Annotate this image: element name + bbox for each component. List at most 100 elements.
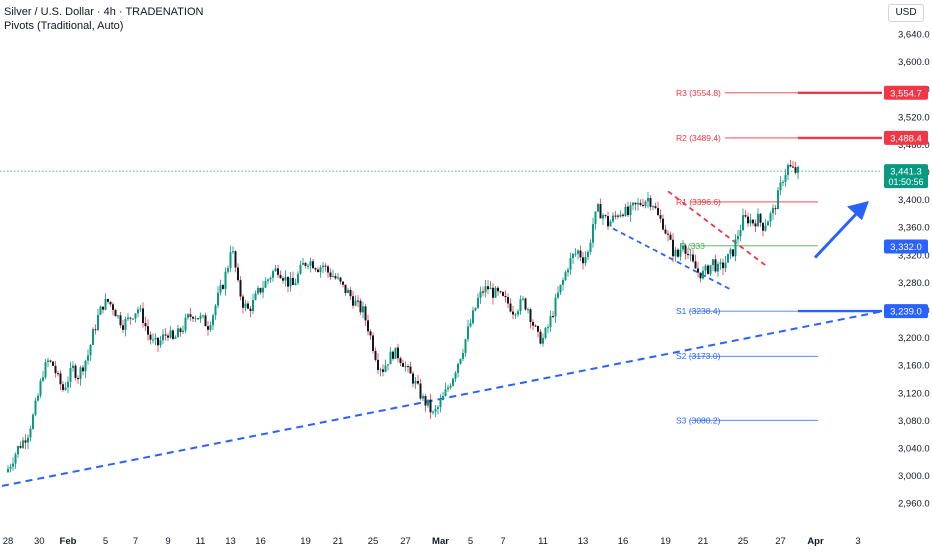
- candle-body: [72, 365, 74, 369]
- candle-body: [757, 213, 759, 227]
- candle-body: [249, 308, 252, 312]
- candle-body: [12, 463, 14, 467]
- price-badge-value: 3,332.0: [890, 242, 922, 253]
- candle-body: [292, 277, 294, 285]
- candle-body: [9, 466, 12, 469]
- candle-body: [237, 267, 239, 281]
- candle-body: [177, 328, 179, 338]
- x-tick-label: 13: [225, 536, 236, 547]
- candle-body: [769, 213, 772, 222]
- candle-body: [47, 360, 49, 363]
- candle-body: [194, 318, 197, 320]
- price-badge-text-s1: 3,239.0: [890, 307, 922, 318]
- candle-body: [152, 339, 154, 341]
- price-badge-countdown: 01:50:56: [888, 177, 923, 187]
- candle-body: [584, 257, 587, 264]
- candle-body: [164, 334, 167, 336]
- candle-body: [184, 317, 187, 331]
- candle-body: [442, 396, 444, 401]
- candle-body: [574, 253, 577, 255]
- candle-body: [432, 411, 434, 413]
- pivot-label-p: P (333: [680, 241, 705, 251]
- candle-body: [747, 216, 749, 224]
- candle-body: [414, 380, 417, 384]
- candle-body: [692, 254, 694, 262]
- candle-body: [474, 307, 477, 311]
- candle-body: [112, 304, 114, 310]
- candle-body: [782, 181, 784, 183]
- candle-body: [527, 309, 529, 311]
- price-badge-r2: [884, 130, 928, 145]
- candle-body: [694, 261, 697, 269]
- candle-body: [612, 215, 614, 222]
- candle-body: [652, 206, 654, 208]
- candle-body: [314, 268, 317, 270]
- candle-body: [704, 265, 707, 271]
- symbol-title: Silver / U.S. Dollar · 4h · TRADENATION: [4, 6, 204, 18]
- candle-body: [717, 264, 719, 272]
- pivot-levels: R3 (3554.8) R2 (3489.4) R1 (3396.6) P (333 S…: [676, 88, 882, 425]
- candle-body: [217, 292, 219, 306]
- pivot-label-r1: R1 (3396.6): [676, 197, 721, 207]
- pivot-label-s3: S3 (3080.2): [676, 415, 721, 425]
- candle-body: [759, 213, 762, 223]
- candle-body: [122, 325, 124, 330]
- x-tick-label: 21: [333, 536, 344, 547]
- candle-body: [632, 202, 634, 206]
- candle-body: [557, 292, 559, 298]
- candle-body: [507, 297, 509, 304]
- candle-body: [459, 358, 462, 364]
- y-tick-label: 3,480.0: [898, 140, 930, 151]
- candle-body: [147, 326, 149, 335]
- candle-body: [224, 271, 227, 289]
- candle-body: [602, 215, 604, 219]
- candle-body: [284, 276, 287, 281]
- candle-body: [97, 314, 99, 330]
- x-tick-label: 19: [660, 536, 671, 547]
- candle-body: [174, 337, 177, 339]
- candle-body: [524, 298, 527, 310]
- candle-body: [444, 389, 447, 397]
- wedge-upper-line: [667, 190, 769, 268]
- x-tick-label: 5: [103, 536, 108, 547]
- currency-unit-button[interactable]: USD: [888, 4, 924, 22]
- candle-body: [492, 287, 494, 298]
- candle-body: [607, 216, 609, 227]
- candle-body: [617, 215, 619, 217]
- candle-body: [479, 291, 482, 298]
- candle-body: [19, 446, 22, 448]
- y-tick-label: 3,400.0: [898, 195, 930, 206]
- candle-body: [82, 367, 84, 372]
- candle-body: [277, 268, 279, 275]
- candle-body: [62, 384, 64, 390]
- candle-body: [49, 360, 52, 362]
- candle-body: [669, 234, 672, 240]
- pivot-label-s1: S1 (3238.4): [676, 306, 721, 316]
- y-tick-label: 3,320.0: [898, 250, 930, 261]
- candle-body: [434, 408, 437, 412]
- candle-body: [17, 446, 19, 455]
- candle-body: [244, 303, 247, 308]
- candle-body: [487, 286, 489, 290]
- candle-body: [287, 276, 289, 287]
- candle-body: [407, 366, 409, 368]
- x-tick-label: 27: [400, 536, 411, 547]
- candle-body: [787, 164, 789, 175]
- y-tick-label: 3,040.0: [898, 444, 930, 455]
- candle-body: [222, 285, 224, 289]
- candle-body: [689, 254, 692, 256]
- candle-body: [322, 265, 324, 268]
- price-badge-value: 3,441.3: [890, 167, 922, 178]
- candle-body: [239, 280, 242, 297]
- candle-body: [754, 223, 757, 227]
- candle-body: [402, 363, 404, 367]
- candle-body: [197, 318, 199, 320]
- y-tick-label: 3,520.0: [898, 112, 930, 123]
- candle-body: [547, 327, 549, 329]
- candle-body: [472, 310, 474, 324]
- candle-body: [114, 309, 117, 317]
- candle-body: [439, 400, 442, 408]
- candle-body: [159, 340, 162, 346]
